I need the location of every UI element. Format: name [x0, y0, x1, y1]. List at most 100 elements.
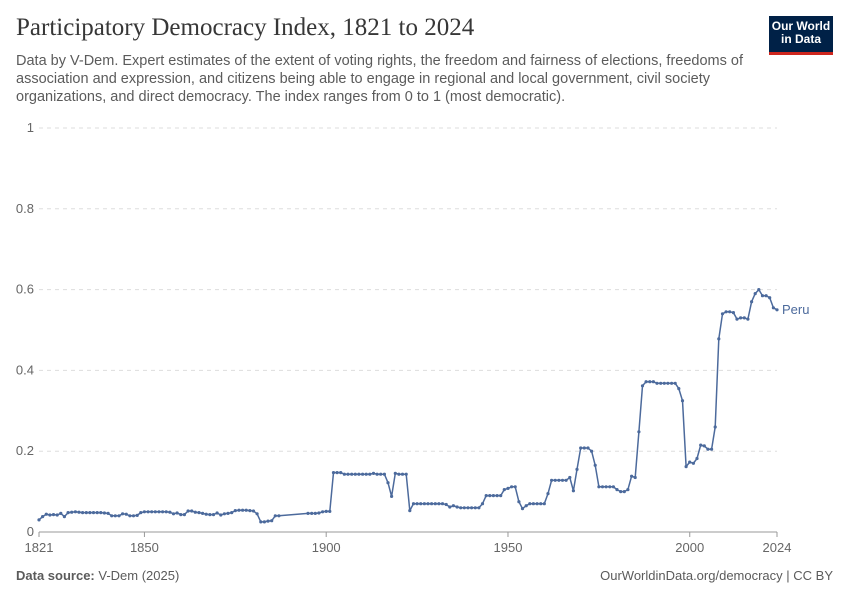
data-point[interactable] [404, 472, 408, 476]
data-point[interactable] [328, 509, 332, 513]
data-point[interactable] [146, 510, 150, 514]
data-point[interactable] [535, 502, 539, 506]
data-point[interactable] [175, 511, 179, 515]
data-point[interactable] [306, 511, 310, 515]
data-point[interactable] [520, 507, 525, 511]
data-point[interactable] [153, 510, 157, 514]
data-point[interactable] [375, 472, 379, 476]
data-point[interactable] [266, 519, 270, 523]
data-point[interactable] [190, 509, 194, 513]
data-point[interactable] [379, 472, 383, 476]
data-point[interactable] [331, 471, 336, 475]
data-point[interactable] [357, 472, 361, 476]
data-point[interactable] [390, 494, 394, 498]
data-point[interactable] [619, 490, 623, 494]
data-point[interactable] [757, 288, 761, 292]
data-point[interactable] [710, 447, 714, 451]
data-point[interactable] [633, 475, 637, 480]
data-point[interactable] [466, 506, 470, 510]
data-point[interactable] [451, 504, 455, 508]
data-point[interactable] [473, 506, 477, 510]
data-point[interactable] [491, 494, 495, 498]
data-point[interactable] [735, 317, 739, 321]
data-point[interactable] [640, 384, 645, 388]
data-point[interactable] [106, 511, 110, 515]
data-point[interactable] [433, 502, 437, 506]
data-point[interactable] [593, 463, 597, 467]
data-point[interactable] [350, 472, 354, 476]
data-point[interactable] [724, 310, 728, 314]
data-point[interactable] [528, 502, 532, 506]
data-point[interactable] [211, 513, 216, 517]
data-point[interactable] [368, 472, 372, 476]
data-point[interactable] [480, 502, 485, 506]
data-point[interactable] [41, 515, 45, 519]
data-point[interactable] [477, 506, 481, 510]
data-point[interactable] [655, 381, 659, 385]
data-point[interactable] [193, 510, 197, 514]
data-point[interactable] [775, 308, 779, 312]
data-point[interactable] [313, 511, 317, 515]
data-point[interactable] [680, 399, 685, 403]
data-point[interactable] [731, 311, 736, 315]
series-line[interactable] [38, 288, 778, 523]
data-point[interactable] [739, 316, 743, 320]
data-point[interactable] [161, 510, 165, 514]
data-point[interactable] [699, 443, 703, 447]
data-point[interactable] [470, 506, 474, 510]
data-point[interactable] [339, 471, 343, 475]
data-point[interactable] [542, 502, 546, 506]
data-point[interactable] [677, 387, 681, 391]
data-point[interactable] [382, 472, 386, 476]
data-point[interactable] [426, 502, 430, 506]
data-point[interactable] [524, 504, 528, 508]
data-point[interactable] [201, 511, 205, 515]
data-point[interactable] [510, 485, 514, 489]
data-point[interactable] [673, 381, 677, 385]
data-point[interactable] [157, 510, 161, 514]
data-point[interactable] [117, 514, 121, 518]
data-point[interactable] [386, 481, 390, 485]
data-point[interactable] [495, 494, 499, 498]
data-point[interactable] [73, 510, 77, 514]
data-point[interactable] [251, 509, 256, 513]
data-point[interactable] [121, 512, 125, 516]
data-point[interactable] [604, 485, 608, 489]
data-point[interactable] [488, 494, 492, 498]
data-point[interactable] [262, 520, 266, 524]
data-point[interactable] [81, 510, 85, 515]
data-point[interactable] [197, 510, 201, 515]
data-point[interactable] [335, 471, 339, 475]
data-point[interactable] [564, 478, 568, 482]
data-point[interactable] [579, 446, 583, 450]
data-point[interactable] [666, 381, 670, 385]
data-point[interactable] [62, 515, 66, 519]
data-point[interactable] [768, 296, 772, 300]
data-point[interactable] [688, 460, 692, 464]
data-point[interactable] [750, 300, 754, 304]
data-point[interactable] [135, 513, 139, 518]
data-point[interactable] [88, 510, 92, 515]
data-point[interactable] [321, 510, 325, 514]
data-point[interactable] [662, 381, 666, 385]
data-point[interactable] [702, 444, 706, 448]
data-point[interactable] [44, 512, 48, 516]
data-point[interactable] [204, 512, 208, 516]
data-point[interactable] [171, 512, 176, 516]
data-point[interactable] [142, 510, 146, 514]
data-point[interactable] [415, 502, 419, 506]
data-point[interactable] [361, 472, 365, 476]
data-point[interactable] [590, 449, 594, 453]
data-point[interactable] [37, 518, 41, 522]
data-point[interactable] [746, 317, 750, 321]
data-point[interactable] [164, 510, 168, 514]
data-point[interactable] [499, 494, 503, 498]
data-point[interactable] [459, 506, 463, 510]
data-point[interactable] [91, 510, 96, 515]
data-point[interactable] [259, 520, 263, 524]
data-point[interactable] [113, 514, 117, 518]
data-point[interactable] [753, 292, 757, 296]
data-point[interactable] [59, 511, 63, 515]
data-point[interactable] [568, 475, 572, 480]
data-point[interactable] [408, 509, 412, 513]
